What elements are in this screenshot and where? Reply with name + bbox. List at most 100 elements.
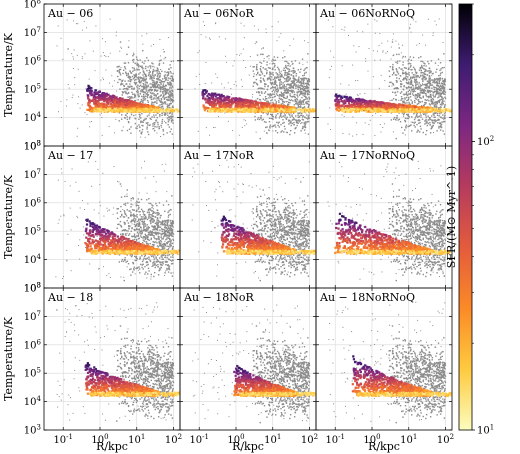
gas-cell	[168, 94, 170, 96]
gas-cell	[289, 94, 291, 97]
gas-cell	[437, 122, 439, 124]
gas-cell	[166, 117, 169, 119]
star-forming-cell	[216, 99, 220, 103]
star-forming-cell	[170, 107, 173, 110]
gas-cell	[272, 67, 274, 69]
gas-cell	[383, 123, 385, 125]
gas-cell	[257, 29, 259, 31]
gas-cell	[304, 103, 306, 105]
gas-cell	[168, 103, 171, 105]
gas-cell	[128, 118, 131, 120]
star-forming-cell	[205, 101, 208, 104]
gas-cell	[138, 118, 140, 120]
gas-cell	[365, 58, 367, 60]
gas-cell	[305, 102, 307, 104]
gas-cell	[301, 82, 303, 84]
gas-cell	[407, 86, 409, 89]
gas-cell	[408, 93, 410, 95]
gas-cell	[286, 90, 289, 92]
star-forming-cell	[118, 109, 121, 112]
gas-cell	[206, 97, 208, 99]
gas-cell	[433, 112, 435, 114]
gas-cell	[281, 85, 284, 87]
gas-cell	[416, 81, 419, 83]
gas-cell	[428, 72, 430, 74]
gas-cell	[301, 100, 303, 102]
gas-cell	[147, 74, 150, 77]
gas-cell	[287, 73, 289, 76]
gas-cell	[406, 117, 408, 120]
gas-cell	[162, 87, 165, 90]
gas-cell	[113, 80, 115, 82]
gas-cell	[142, 97, 145, 99]
star-forming-cell	[280, 104, 283, 107]
gas-cell	[153, 83, 155, 85]
gas-cell	[266, 113, 269, 116]
gas-cell	[442, 100, 444, 102]
star-forming-cell	[152, 110, 155, 113]
star-forming-cell	[286, 106, 289, 109]
gas-cell	[256, 83, 259, 85]
star-forming-cell	[108, 107, 111, 110]
gas-cell	[166, 91, 168, 93]
gas-cell	[292, 112, 295, 114]
gas-cell	[436, 130, 438, 132]
gas-cell	[167, 99, 169, 101]
gas-cell	[412, 90, 414, 93]
star-forming-cell	[224, 96, 228, 99]
gas-cell	[76, 54, 78, 56]
gas-cell	[270, 76, 273, 78]
gas-cell	[303, 78, 305, 80]
gas-cell	[224, 112, 226, 114]
gas-cell	[399, 75, 402, 77]
gas-cell	[129, 78, 131, 80]
gas-cell	[161, 105, 164, 107]
star-forming-cell	[206, 98, 209, 101]
gas-cell	[152, 84, 155, 86]
gas-cell	[439, 112, 441, 115]
gas-cell	[290, 124, 292, 127]
gas-cell	[146, 57, 148, 59]
gas-cell	[280, 75, 282, 77]
gas-cell	[413, 87, 415, 89]
gas-cell	[111, 75, 113, 77]
gas-cell	[109, 52, 111, 54]
gas-cell	[263, 75, 266, 77]
gas-cell	[438, 96, 440, 98]
gas-cell	[143, 96, 146, 98]
gas-cell	[406, 76, 409, 78]
star-forming-cell	[113, 97, 116, 101]
gas-cell	[164, 84, 167, 87]
gas-cell	[158, 127, 160, 130]
gas-cell	[424, 87, 426, 89]
gas-cell	[77, 127, 79, 129]
gas-cell	[279, 115, 281, 117]
gas-cell	[231, 130, 233, 132]
gas-cell	[131, 85, 133, 88]
star-forming-cell	[204, 89, 207, 92]
gas-cell	[396, 69, 398, 71]
gas-cell	[154, 86, 157, 88]
gas-cell	[289, 116, 292, 118]
gas-cell	[274, 124, 276, 126]
gas-cell	[305, 88, 307, 90]
gas-cell	[291, 114, 293, 116]
gas-cell	[429, 82, 432, 84]
gas-cell	[145, 88, 147, 91]
gas-cell	[416, 123, 418, 126]
gas-cell	[407, 81, 410, 84]
gas-cell	[401, 57, 403, 59]
gas-cell	[303, 129, 306, 131]
star-forming-cell	[135, 108, 138, 112]
gas-cell	[60, 37, 62, 39]
star-forming-cell	[211, 98, 214, 101]
star-forming-cell	[243, 103, 246, 106]
gas-cell	[168, 68, 170, 70]
gas-cell	[425, 119, 427, 122]
star-forming-cell	[144, 105, 147, 109]
gas-cell	[275, 117, 277, 119]
star-forming-cell	[96, 103, 99, 106]
star-forming-cell	[239, 105, 242, 109]
gas-cell	[161, 114, 163, 117]
star-forming-cell	[87, 104, 90, 107]
